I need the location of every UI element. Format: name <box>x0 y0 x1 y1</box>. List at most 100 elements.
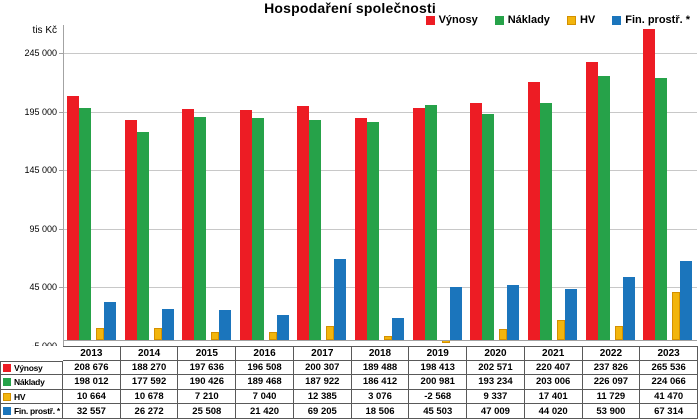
gridline <box>63 287 697 289</box>
value-cell: 193 234 <box>467 375 525 390</box>
year-header-cell: 2021 <box>524 346 583 361</box>
value-cell: 26 272 <box>120 404 179 419</box>
value-cell: 177 592 <box>120 375 179 390</box>
bar-v-nosy-2020 <box>470 103 483 340</box>
value-cell: 21 420 <box>236 404 294 419</box>
bar-n-klady-2013 <box>78 108 91 340</box>
row-marker-icon <box>3 392 11 401</box>
value-cell: 208 676 <box>63 360 121 376</box>
row-label-cell: Náklady <box>0 375 63 390</box>
y-axis-line <box>63 25 64 346</box>
bar-n-klady-2020 <box>482 113 495 340</box>
value-cell: 203 006 <box>524 375 583 390</box>
value-cell: 17 401 <box>524 389 583 405</box>
axis-tick <box>59 287 63 289</box>
legend: Výnosy Náklady HV Fin. prostř. * <box>425 14 690 26</box>
value-cell: 224 066 <box>640 375 698 390</box>
value-cell: 53 900 <box>582 404 641 419</box>
year-header-cell: 2015 <box>178 346 237 361</box>
chart-title: Hospodaření společnosti <box>264 0 436 16</box>
y-tick-label: 245 000 <box>24 48 57 59</box>
legend-marker-icon <box>425 15 435 25</box>
row-label-cell: Fin. prostř. * <box>0 404 63 419</box>
value-cell: 189 488 <box>351 360 410 376</box>
row-label-cell: HV <box>0 389 63 405</box>
gridline <box>63 111 697 113</box>
legend-item: Náklady <box>494 14 550 26</box>
gridline <box>63 170 697 172</box>
bar-fin-prost-2014 <box>161 309 174 340</box>
legend-label: Fin. prostř. * <box>625 14 690 26</box>
legend-item: Fin. prostř. * <box>612 14 690 26</box>
row-label-text: Výnosy <box>14 362 43 373</box>
bar-hv-2021 <box>556 319 565 340</box>
value-cell: 197 636 <box>178 360 237 376</box>
bar-n-klady-2015 <box>194 117 207 340</box>
value-cell: 187 922 <box>293 375 352 390</box>
bar-hv-2013 <box>95 327 104 340</box>
bar-fin-prost-2015 <box>219 310 232 340</box>
legend-label: HV <box>579 14 596 26</box>
value-cell: 198 413 <box>409 360 468 376</box>
x-axis-line <box>63 340 697 341</box>
year-header-cell: 2020 <box>467 346 525 361</box>
value-cell: 3 076 <box>351 389 410 405</box>
legend-marker-icon <box>494 15 504 25</box>
bar-n-klady-2017 <box>309 120 322 340</box>
gridline <box>63 228 697 230</box>
bar-fin-prost-2023 <box>680 261 693 340</box>
bar-v-nosy-2017 <box>297 105 310 340</box>
value-cell: 265 536 <box>640 360 698 376</box>
axis-tick <box>59 228 63 230</box>
value-cell: 67 314 <box>640 404 698 419</box>
gridline <box>63 53 697 55</box>
y-tick-label: 95 000 <box>29 223 57 234</box>
bar-v-nosy-2014 <box>124 119 137 340</box>
bar-hv-2017 <box>326 325 335 340</box>
value-cell: 188 270 <box>120 360 179 376</box>
bar-fin-prost-2017 <box>334 259 347 340</box>
value-cell: 189 468 <box>236 375 294 390</box>
bar-fin-prost-2018 <box>392 318 404 340</box>
bar-hv-2023 <box>672 291 681 340</box>
bar-fin-prost-2022 <box>622 276 635 340</box>
year-header-cell: 2018 <box>351 346 410 361</box>
value-cell: 198 012 <box>63 375 121 390</box>
table-corner-cell <box>0 346 63 361</box>
row-marker-icon <box>3 407 11 416</box>
value-cell: 226 097 <box>582 375 641 390</box>
bar-fin-prost-2021 <box>564 288 577 340</box>
bar-fin-prost-2019 <box>449 286 462 340</box>
bar-v-nosy-2022 <box>585 61 598 340</box>
year-header-cell: 2019 <box>409 346 468 361</box>
axis-tick <box>59 111 63 113</box>
value-cell: 10 678 <box>120 389 179 405</box>
value-cell: 41 470 <box>640 389 698 405</box>
value-cell: 47 009 <box>467 404 525 419</box>
bar-n-klady-2019 <box>424 104 437 340</box>
value-cell: 18 506 <box>351 404 410 419</box>
data-table: 2013 2014 2015 2016 2017 2018 2019 2020 2021 2022… <box>0 346 698 419</box>
value-cell: 25 508 <box>178 404 237 419</box>
value-cell: 11 729 <box>582 389 641 405</box>
legend-item: Výnosy <box>425 14 478 26</box>
bar-v-nosy-2019 <box>412 107 425 340</box>
bar-n-klady-2022 <box>597 75 610 340</box>
bar-hv-2020 <box>499 329 508 340</box>
axis-tick <box>59 170 63 172</box>
value-cell: 12 385 <box>293 389 352 405</box>
y-tick-label: 145 000 <box>24 165 57 176</box>
value-cell: 196 508 <box>236 360 294 376</box>
bar-hv-2016 <box>268 331 277 340</box>
value-cell: 9 337 <box>467 389 525 405</box>
bar-fin-prost-2013 <box>103 301 116 340</box>
value-cell: 32 557 <box>63 404 121 419</box>
axis-tick <box>59 53 63 55</box>
value-cell: 202 571 <box>467 360 525 376</box>
bar-hv-2018 <box>384 336 392 340</box>
year-header-cell: 2014 <box>120 346 179 361</box>
legend-item: HV <box>566 14 596 26</box>
value-cell: -2 568 <box>409 389 468 405</box>
bar-n-klady-2021 <box>539 102 552 340</box>
row-marker-icon <box>3 377 11 386</box>
